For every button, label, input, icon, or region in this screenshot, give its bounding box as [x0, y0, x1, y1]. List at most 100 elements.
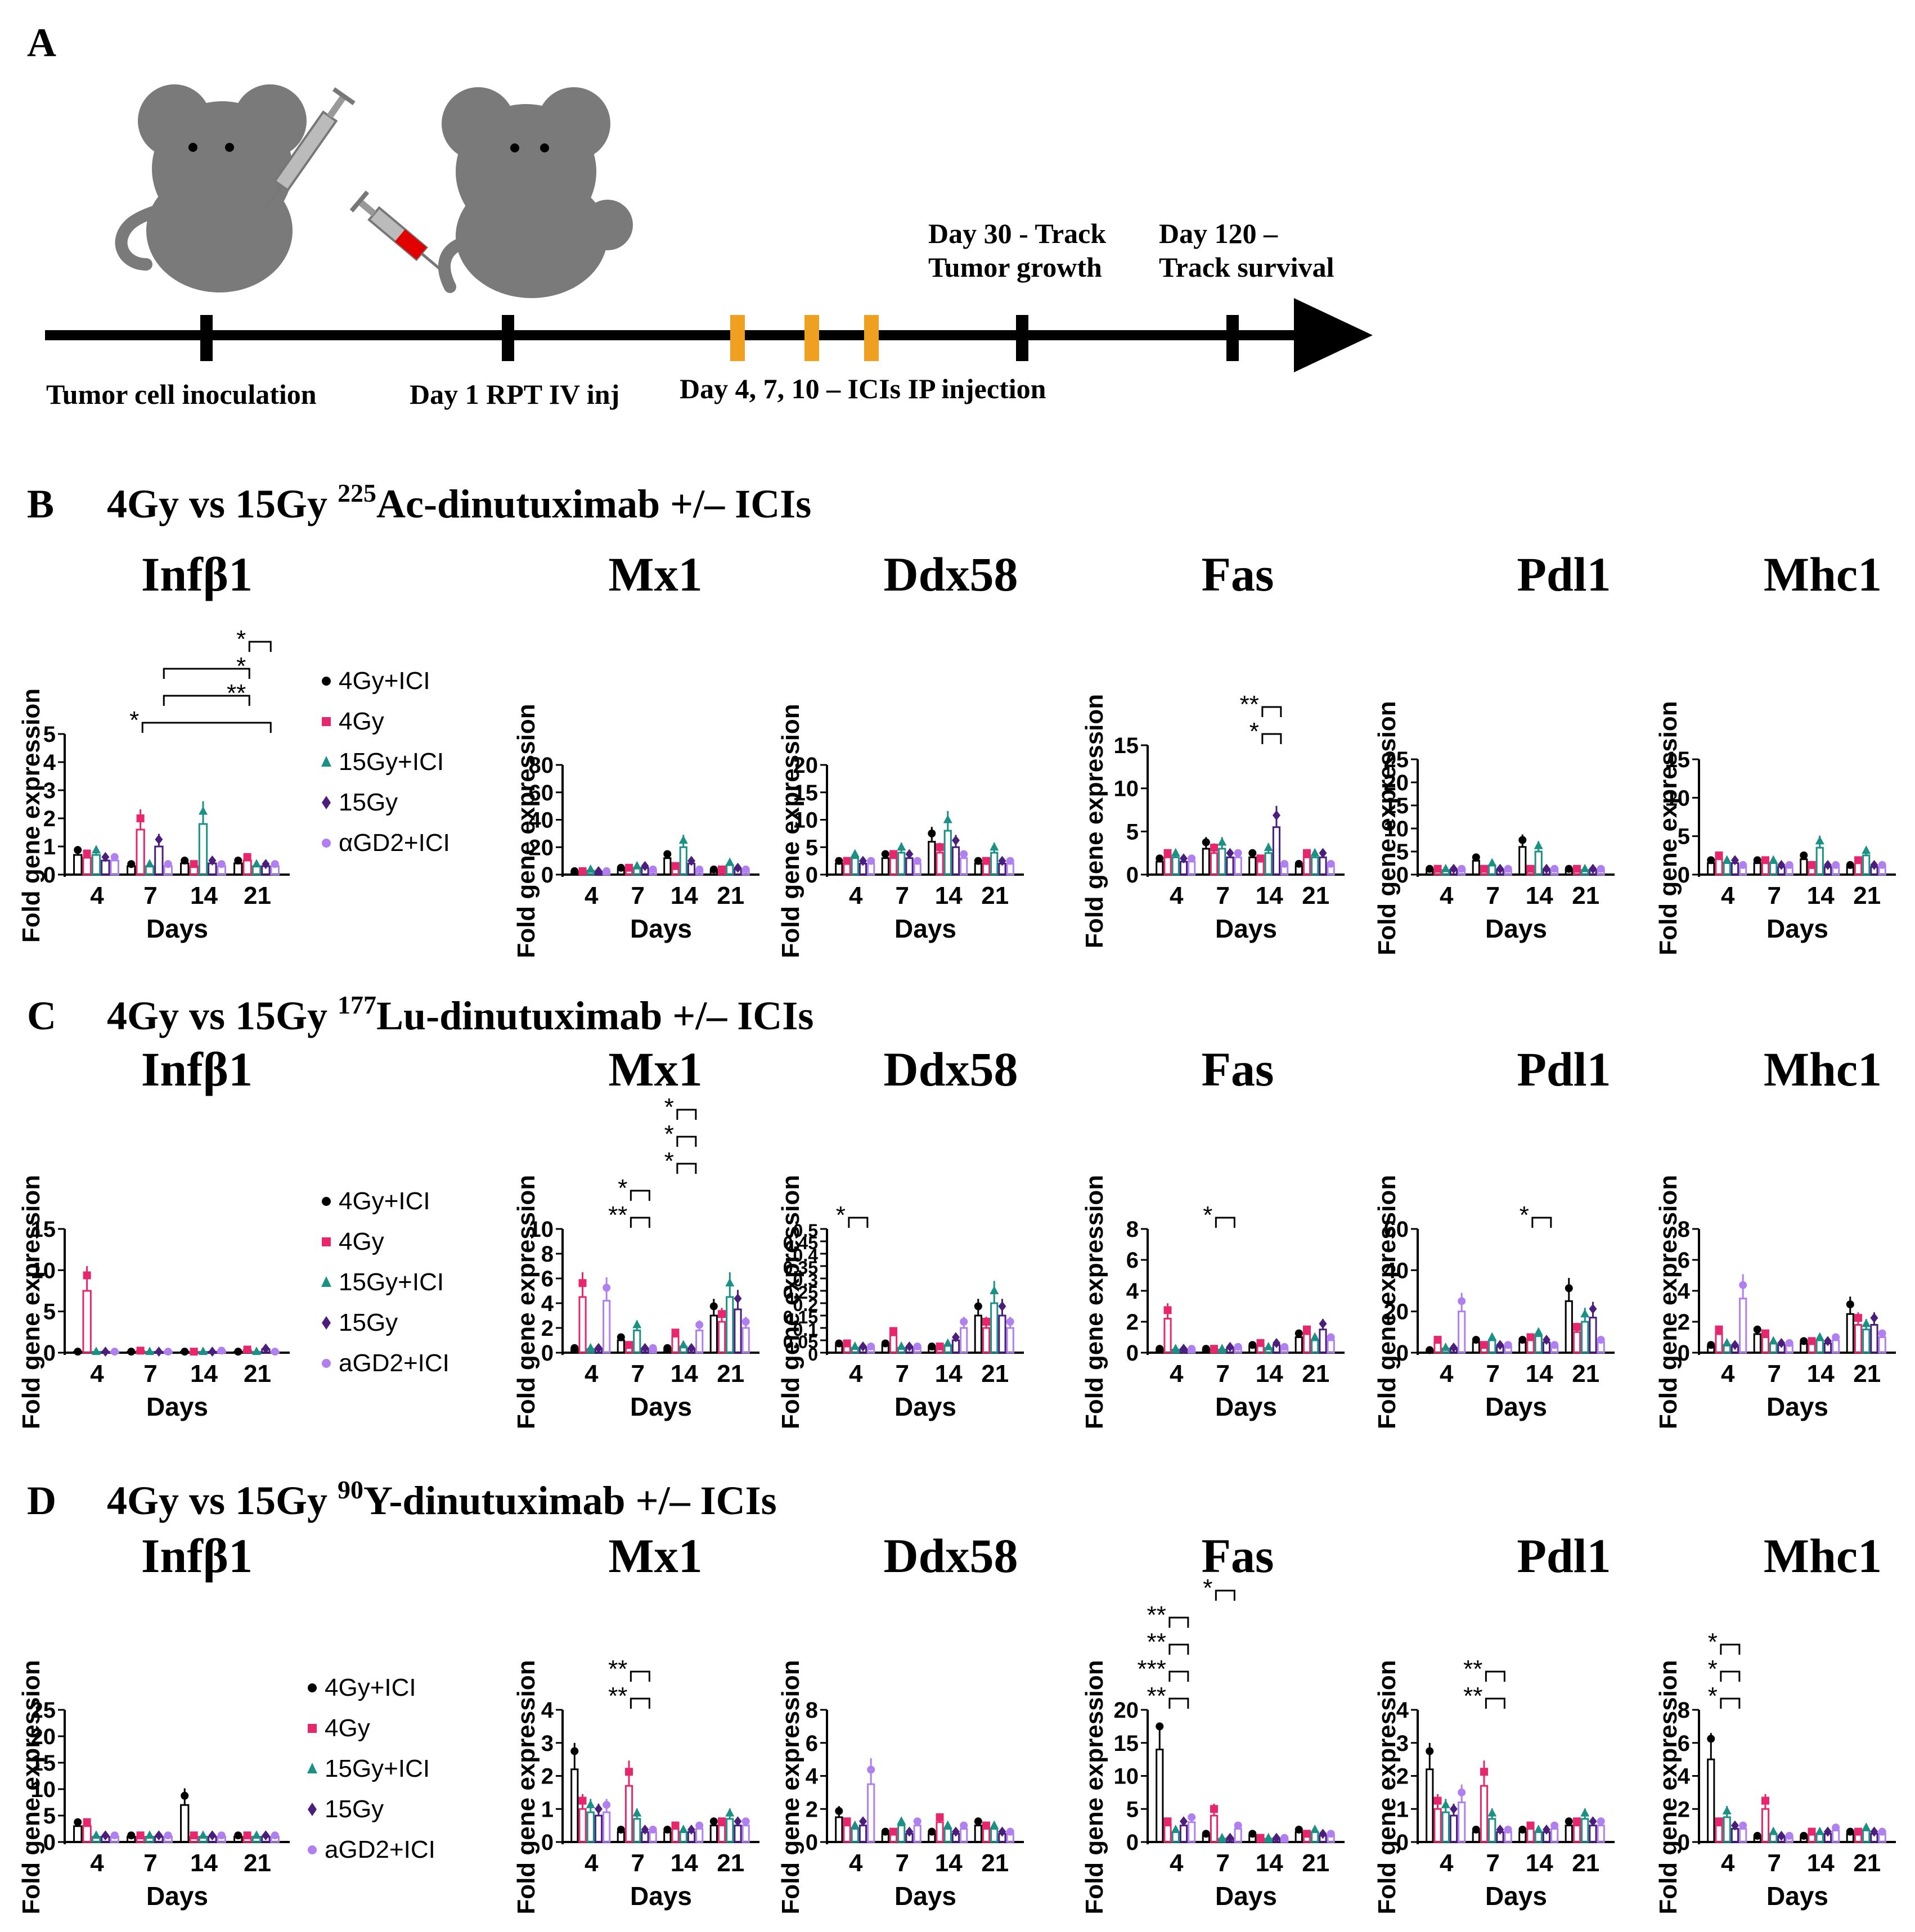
data-point: [1256, 1834, 1265, 1842]
y-tick-label: 0: [1126, 1830, 1139, 1855]
bar: [990, 1302, 999, 1354]
bar: [1302, 1333, 1311, 1354]
x-axis-label: Days: [1215, 914, 1277, 943]
tick-inoculation: [200, 315, 213, 361]
data-point: [1171, 1344, 1180, 1353]
panel-letter-d: D: [27, 1478, 56, 1523]
y-axis-label: Fold gene expression: [1373, 701, 1401, 955]
data-point: [1163, 849, 1172, 857]
data-point: [850, 1820, 860, 1829]
y-tick-label: 15: [793, 781, 819, 805]
y-tick-label: 0.35: [783, 1258, 818, 1278]
data-point: [1426, 864, 1434, 873]
bar: [1870, 1324, 1878, 1354]
y-tick-label: 10: [529, 1217, 554, 1242]
data-point: [199, 1830, 208, 1839]
data-point: [1303, 1830, 1311, 1838]
x-tick-label: 21: [244, 1360, 271, 1388]
data-point: [1542, 1335, 1550, 1345]
x-tick-label: 21: [1853, 1849, 1881, 1877]
data-point: [1518, 1825, 1527, 1834]
y-tick-label: 2: [1126, 1310, 1139, 1335]
data-point: [943, 1338, 952, 1347]
bar: [851, 857, 859, 876]
significance-label: ***: [1138, 1655, 1166, 1683]
data-point: [913, 1343, 921, 1350]
bar: [663, 1831, 672, 1843]
x-tick-label: 7: [1486, 882, 1500, 909]
data-point: [1518, 836, 1527, 844]
x-tick-label: 21: [244, 882, 271, 909]
bar: [1210, 852, 1219, 876]
x-tick-label: 14: [671, 1849, 698, 1877]
y-axis-label: Fold gene expression: [17, 1175, 45, 1429]
significance-bracket: [1720, 1670, 1741, 1682]
y-axis-label: Fold gene expression: [1655, 1660, 1682, 1914]
significance-label: *: [236, 652, 246, 680]
significance-bracket: [248, 641, 272, 652]
legend-label: αGD2+ICI: [339, 829, 450, 857]
y-tick-label: 8: [806, 1698, 818, 1723]
data-point: [1156, 1722, 1164, 1731]
data-point: [586, 864, 595, 873]
y-tick-label: 0.2: [793, 1295, 818, 1315]
data-point: [1426, 1346, 1434, 1354]
significance-label: *: [664, 1147, 674, 1175]
data-point: [1433, 1336, 1442, 1344]
chart-title: Mx1: [608, 547, 702, 601]
y-tick-label: 15: [31, 1217, 56, 1242]
significance-label: *: [1708, 1655, 1718, 1683]
bar: [1441, 1811, 1450, 1843]
data-point: [982, 1318, 991, 1326]
mouse-icon: [438, 87, 633, 298]
data-point: [1878, 1827, 1886, 1836]
data-point: [1319, 1318, 1327, 1329]
data-point: [678, 1824, 688, 1833]
data-point: [1573, 1323, 1581, 1331]
x-axis-label: Days: [1766, 1881, 1828, 1911]
data-point: [1272, 1337, 1280, 1348]
y-tick-label: 0: [806, 1830, 818, 1855]
x-tick-label: 4: [1440, 1360, 1454, 1388]
legend-marker: [308, 1683, 317, 1692]
data-point: [217, 1831, 226, 1840]
x-tick-label: 7: [1768, 1849, 1781, 1877]
y-tick-label: 15: [1665, 747, 1691, 772]
data-point: [1280, 859, 1289, 868]
y-tick-label: 0.15: [783, 1307, 818, 1327]
data-point: [145, 1346, 154, 1355]
data-point: [1433, 864, 1442, 873]
bar: [741, 1825, 750, 1843]
legend-marker: [322, 796, 331, 809]
y-tick-label: 0: [1678, 863, 1690, 888]
bar: [586, 1811, 595, 1843]
x-tick-label: 21: [1853, 882, 1881, 909]
data-point: [1761, 856, 1770, 864]
data-point: [1823, 859, 1832, 870]
significance-bracket: [141, 722, 272, 733]
data-point: [1487, 858, 1497, 867]
bar: [1480, 1785, 1489, 1843]
bar: [603, 1300, 611, 1354]
bar: [990, 1828, 999, 1843]
x-tick-label: 14: [190, 882, 218, 909]
data-point: [725, 857, 735, 866]
bar: [1179, 861, 1188, 876]
data-point: [641, 1824, 649, 1835]
data-point: [1294, 1825, 1303, 1834]
data-point: [1480, 1768, 1489, 1776]
significance-bracket: [1168, 1643, 1189, 1655]
data-point: [1217, 1344, 1227, 1353]
data-point: [127, 860, 136, 868]
data-point: [695, 1821, 704, 1830]
significance-bracket: [1215, 1217, 1235, 1228]
bar: [1163, 856, 1172, 876]
data-point: [734, 1816, 742, 1827]
data-point: [127, 1831, 136, 1840]
chart-title: Infβ1: [141, 547, 253, 601]
x-tick-label: 14: [1256, 882, 1283, 909]
data-point: [1565, 1284, 1573, 1292]
data-point: [262, 1343, 270, 1354]
x-tick-label: 21: [1302, 1360, 1329, 1388]
